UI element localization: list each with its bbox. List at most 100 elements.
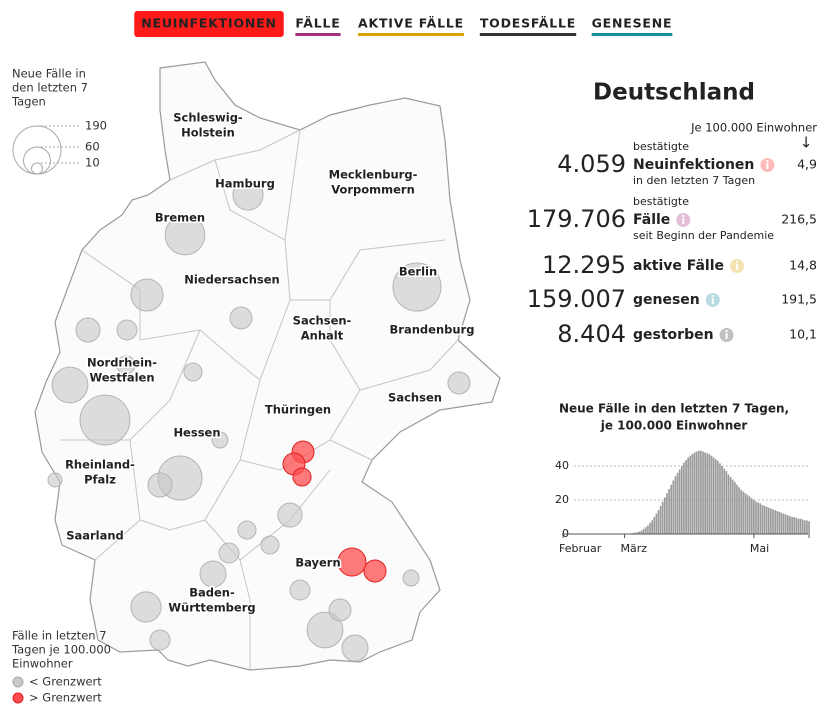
tab[interactable]: NEUINFEKTIONEN — [134, 11, 284, 37]
bar — [657, 510, 660, 534]
info-icon[interactable] — [705, 293, 720, 307]
tab[interactable]: TODESFÄLLE — [479, 16, 577, 37]
district-bubble — [183, 362, 203, 382]
region-label: Westfalen — [89, 371, 154, 385]
tab[interactable]: FÄLLE — [295, 16, 341, 37]
info-icon-stem[interactable] — [682, 218, 685, 224]
bar — [803, 520, 806, 534]
bar — [661, 501, 664, 534]
bar — [700, 450, 702, 534]
info-icon[interactable] — [730, 259, 745, 273]
district-bubble — [116, 355, 136, 375]
district-bubble — [260, 535, 280, 555]
bar — [778, 511, 781, 534]
region-label: Holstein — [181, 126, 235, 140]
district-bubble — [292, 467, 312, 487]
stat-rate: 4,9 — [797, 157, 817, 172]
bar — [731, 479, 734, 534]
bar — [666, 493, 668, 534]
stat-label: genesen — [633, 292, 700, 308]
tab-active-bg — [134, 11, 284, 37]
bar — [763, 505, 766, 534]
tab-label[interactable]: GENESENE — [592, 16, 673, 31]
bar — [765, 506, 768, 534]
tab-label[interactable]: AKTIVE FÄLLE — [358, 16, 464, 31]
district-bubble — [232, 179, 264, 211]
bar — [727, 474, 730, 534]
stat-post: seit Beginn der Pandemie — [633, 229, 774, 242]
info-icon-dot[interactable] — [736, 261, 739, 263]
bar — [649, 522, 651, 534]
stat-label: aktive Fälle — [633, 258, 724, 274]
info-icon-dot[interactable] — [711, 295, 714, 297]
district-bubble — [147, 472, 173, 498]
bar — [695, 451, 698, 534]
info-icon-stem[interactable] — [736, 264, 739, 270]
bar — [697, 450, 700, 534]
info-icon-stem[interactable] — [725, 333, 728, 339]
info-icon[interactable] — [676, 213, 691, 227]
bar — [770, 508, 772, 534]
district-bubble — [341, 634, 369, 662]
tab-label[interactable]: FÄLLE — [295, 16, 340, 31]
x-tick-label: Mai — [750, 542, 769, 555]
info-icon[interactable] — [760, 158, 775, 172]
x-tick-label: März — [621, 542, 648, 555]
info-icon-stem[interactable] — [766, 163, 769, 169]
bubble-layer — [47, 179, 471, 662]
size-legend-title: Tagen — [11, 95, 46, 109]
info-icon-dot[interactable] — [682, 215, 685, 217]
info-icon[interactable] — [719, 328, 734, 342]
stat-label: gestorben — [633, 327, 714, 343]
stat-value: 12.295 — [542, 251, 626, 279]
threshold-legend-title: Tagen je 100.000 — [11, 643, 111, 657]
bar — [717, 460, 719, 534]
size-legend-title: den letzten 7 — [12, 81, 88, 95]
bar — [634, 532, 637, 534]
threshold-legend-title: Fälle in letzten 7 — [12, 629, 107, 643]
info-icon-stem[interactable] — [711, 298, 714, 304]
bar — [729, 477, 732, 534]
region-label: Thüringen — [265, 403, 331, 417]
info-icon-dot[interactable] — [766, 160, 769, 162]
stat-value: 179.706 — [527, 205, 626, 233]
state-borders — [60, 129, 459, 670]
x-tick-label: Februar — [559, 542, 602, 555]
bar — [791, 517, 793, 534]
legend-swatch-above — [12, 692, 24, 704]
tab[interactable]: AKTIVE FÄLLE — [358, 16, 464, 37]
bar — [659, 505, 662, 534]
bar — [738, 487, 740, 534]
bar — [757, 502, 760, 534]
stat-post: in den letzten 7 Tagen — [633, 174, 755, 187]
bar — [647, 525, 649, 534]
district-bubble — [392, 262, 442, 312]
bar — [706, 453, 709, 534]
info-icon-dot[interactable] — [725, 330, 728, 332]
bar — [651, 520, 653, 534]
legend-swatch-below — [12, 676, 24, 688]
region-label: Schleswig- — [173, 111, 243, 125]
district-bubble — [116, 319, 138, 341]
tab[interactable]: GENESENE — [591, 16, 673, 37]
tab-label[interactable]: TODESFÄLLE — [480, 16, 576, 31]
tab-underline — [358, 33, 464, 36]
bar — [636, 532, 639, 534]
chart-title: je 100.000 Einwohner — [600, 419, 748, 433]
bar — [691, 454, 694, 534]
district-bubble — [289, 579, 311, 601]
region-label: Bayern — [295, 556, 340, 570]
y-tick-label: 40 — [555, 459, 569, 472]
bar — [772, 509, 774, 534]
bar — [642, 528, 645, 534]
district-bubble — [363, 559, 387, 583]
per-capita-arrow: ↓ — [800, 134, 813, 152]
stat-value: 4.059 — [557, 150, 626, 178]
bar — [693, 452, 696, 534]
bar — [784, 514, 787, 534]
bar — [685, 460, 687, 534]
region-label: Hessen — [173, 426, 220, 440]
district-bubble — [130, 278, 164, 312]
bar — [638, 531, 641, 534]
tab-label[interactable]: NEUINFEKTIONEN — [141, 16, 277, 31]
